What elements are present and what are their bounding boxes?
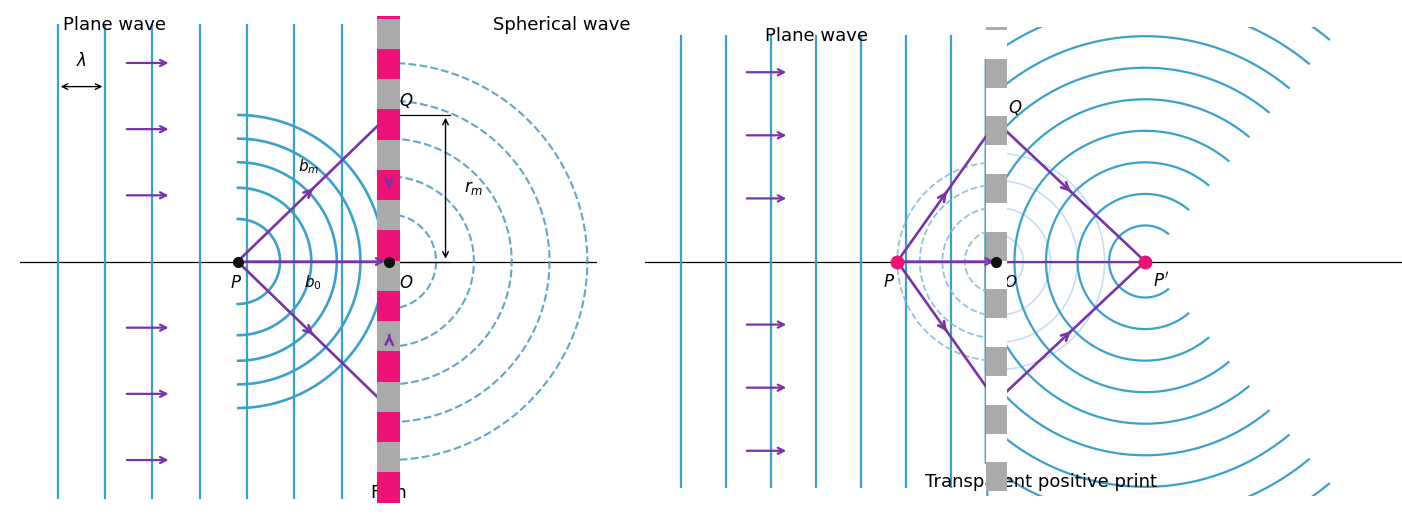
Bar — [986, 319, 1007, 347]
Bar — [377, 382, 400, 412]
Bar — [377, 442, 400, 472]
Bar — [377, 49, 400, 79]
Bar — [986, 145, 1007, 174]
Text: Transparent positive print: Transparent positive print — [925, 473, 1158, 491]
Text: $b_m$: $b_m$ — [297, 157, 320, 176]
Text: $\lambda$: $\lambda$ — [76, 52, 87, 70]
Text: Spherical wave: Spherical wave — [492, 16, 631, 34]
Text: O: O — [400, 274, 412, 292]
Bar — [986, 1, 1007, 30]
Bar — [377, 291, 400, 321]
Text: Q: Q — [400, 92, 412, 109]
Text: O: O — [1004, 275, 1016, 290]
Bar — [377, 140, 400, 170]
Text: Plane wave: Plane wave — [764, 27, 868, 44]
Bar — [377, 351, 400, 382]
Bar — [377, 412, 400, 442]
Text: Plane wave: Plane wave — [63, 16, 165, 34]
Bar — [377, 260, 400, 291]
Bar — [377, 321, 400, 351]
Text: $r_m$: $r_m$ — [464, 179, 484, 197]
Bar — [986, 347, 1007, 376]
Text: Q: Q — [1008, 99, 1021, 117]
Bar — [986, 376, 1007, 405]
Text: $b_0$: $b_0$ — [304, 273, 322, 292]
Bar — [377, 230, 400, 260]
Bar — [377, 472, 400, 503]
Bar — [986, 260, 1007, 289]
Bar — [986, 117, 1007, 145]
Bar — [986, 289, 1007, 319]
Bar — [986, 462, 1007, 491]
Bar — [986, 434, 1007, 462]
Bar — [986, 405, 1007, 434]
Text: Film: Film — [370, 484, 407, 502]
Bar — [377, 109, 400, 140]
Text: P: P — [231, 274, 241, 292]
Bar — [377, 170, 400, 200]
Bar — [986, 174, 1007, 203]
Bar — [377, 79, 400, 109]
Bar — [986, 203, 1007, 232]
Bar — [986, 87, 1007, 117]
Bar — [986, 59, 1007, 87]
Bar — [986, 232, 1007, 260]
Text: P: P — [883, 272, 893, 291]
Text: $P'$: $P'$ — [1154, 272, 1169, 291]
Bar — [377, 200, 400, 230]
Bar — [377, 0, 400, 18]
Bar — [377, 18, 400, 49]
Bar — [986, 30, 1007, 59]
